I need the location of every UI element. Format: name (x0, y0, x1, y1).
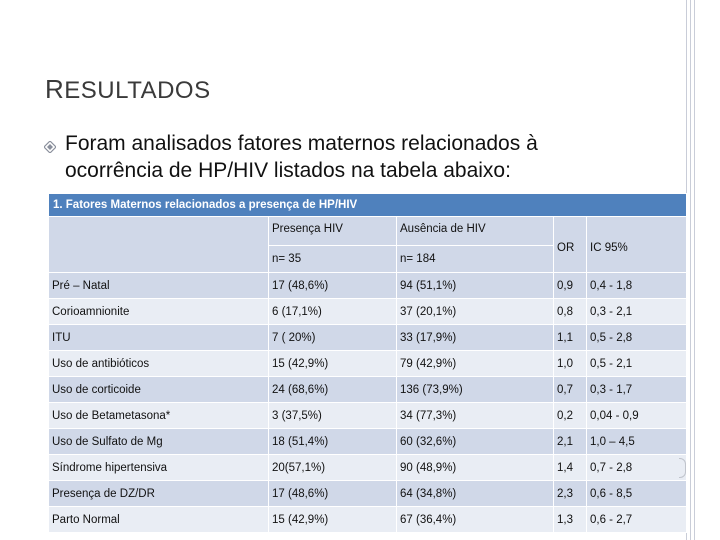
header-presence-n: n= 35 (268, 245, 397, 273)
cell-or: 1,4 (553, 454, 587, 481)
cell-presence: 15 (42,9%) (268, 506, 397, 533)
cell-factor: Uso de antibióticos (48, 350, 269, 377)
cell-ic: 0,3 - 1,7 (585, 376, 688, 403)
cell-or: 2,1 (553, 428, 587, 455)
cell-presence: 7 ( 20%) (268, 324, 397, 351)
frame-tab-decoration (679, 458, 686, 478)
cell-presence: 24 (68,6%) (268, 376, 397, 403)
cell-absence: 37 (20,1%) (396, 298, 554, 325)
table-row: Uso de Sulfato de Mg 18 (51,4%) 60 (32,6… (48, 428, 688, 455)
table-row: Síndrome hipertensiva 20(57,1%) 90 (48,9… (48, 454, 688, 481)
cell-or: 1,3 (553, 506, 587, 533)
cell-ic: 0,5 - 2,8 (585, 324, 688, 351)
cell-presence: 18 (51,4%) (268, 428, 397, 455)
cell-absence: 60 (32,6%) (396, 428, 554, 455)
cell-or: 2,3 (553, 480, 587, 507)
cell-factor: Corioamnionite (48, 298, 269, 325)
cell-or: 0,2 (553, 402, 587, 429)
cell-absence: 79 (42,9%) (396, 350, 554, 377)
cell-ic: 0,4 - 1,8 (585, 272, 688, 299)
slide-title: RESULTADOS (45, 74, 211, 105)
cell-presence: 17 (48,6%) (268, 272, 397, 299)
header-absence-n: n= 184 (396, 245, 554, 273)
cell-absence: 67 (36,4%) (396, 506, 554, 533)
cell-or: 1,1 (553, 324, 587, 351)
header-empty-cell (48, 216, 269, 273)
cell-factor: Parto Normal (48, 506, 269, 533)
cell-ic: 0,04 - 0,9 (585, 402, 688, 429)
cell-presence: 15 (42,9%) (268, 350, 397, 377)
cell-absence: 33 (17,9%) (396, 324, 554, 351)
cell-presence: 20(57,1%) (268, 454, 397, 481)
cell-factor: ITU (48, 324, 269, 351)
title-initial: R (45, 74, 65, 104)
header-ic: IC 95% (585, 216, 688, 273)
cell-ic: 0,6 - 8,5 (585, 480, 688, 507)
bullet-text: Foram analisados fatores maternos relaci… (65, 130, 665, 184)
table-caption: 1. Fatores Maternos relacionados a prese… (47, 193, 688, 217)
header-or: OR (553, 216, 587, 273)
cell-ic: 0,3 - 2,1 (585, 298, 688, 325)
cell-presence: 6 (17,1%) (268, 298, 397, 325)
slide-frame-line (694, 0, 695, 540)
table-row: Corioamnionite 6 (17,1%) 37 (20,1%) 0,8 … (48, 298, 688, 325)
table-row: Pré – Natal 17 (48,6%) 94 (51,1%) 0,9 0,… (48, 272, 688, 299)
cell-factor: Uso de Betametasona* (48, 402, 269, 429)
cell-presence: 17 (48,6%) (268, 480, 397, 507)
table-row: Presença de DZ/DR 17 (48,6%) 64 (34,8%) … (48, 480, 688, 507)
cell-factor: Uso de Sulfato de Mg (48, 428, 269, 455)
bullet-text-line-1: Foram analisados fatores maternos relaci… (65, 132, 538, 155)
cell-presence: 3 (37,5%) (268, 402, 397, 429)
cell-ic: 0,7 - 2,8 (585, 454, 688, 481)
title-rest: ESULTADOS (64, 77, 211, 104)
header-absence: Ausência de HIV (396, 216, 554, 246)
cell-ic: 0,5 - 2,1 (585, 350, 688, 377)
cell-absence: 34 (77,3%) (396, 402, 554, 429)
cell-absence: 94 (51,1%) (396, 272, 554, 299)
cell-ic: 0,6 - 2,7 (585, 506, 688, 533)
header-presence: Presença HIV (268, 216, 397, 246)
diamond-bullet-icon (43, 140, 57, 156)
table-row: Uso de Betametasona* 3 (37,5%) 34 (77,3%… (48, 402, 688, 429)
cell-ic: 1,0 – 4,5 (585, 428, 688, 455)
cell-factor: Presença de DZ/DR (48, 480, 269, 507)
maternal-factors-table: 1. Fatores Maternos relacionados a prese… (47, 193, 688, 533)
cell-or: 0,8 (553, 298, 587, 325)
bullet-text-line-2: ocorrência de HP/HIV listados na tabela … (65, 159, 511, 182)
cell-or: 0,9 (553, 272, 587, 299)
table-row: Uso de antibióticos 15 (42,9%) 79 (42,9%… (48, 350, 688, 377)
cell-absence: 64 (34,8%) (396, 480, 554, 507)
cell-absence: 136 (73,9%) (396, 376, 554, 403)
cell-factor: Síndrome hipertensiva (48, 454, 269, 481)
table-row: Uso de corticoide 24 (68,6%) 136 (73,9%)… (48, 376, 688, 403)
table-row: Parto Normal 15 (42,9%) 67 (36,4%) 1,3 0… (48, 506, 688, 533)
cell-factor: Uso de corticoide (48, 376, 269, 403)
cell-factor: Pré – Natal (48, 272, 269, 299)
cell-absence: 90 (48,9%) (396, 454, 554, 481)
slide-frame-line (690, 0, 691, 540)
cell-or: 0,7 (553, 376, 587, 403)
cell-or: 1,0 (553, 350, 587, 377)
table-row: ITU 7 ( 20%) 33 (17,9%) 1,1 0,5 - 2,8 (48, 324, 688, 351)
